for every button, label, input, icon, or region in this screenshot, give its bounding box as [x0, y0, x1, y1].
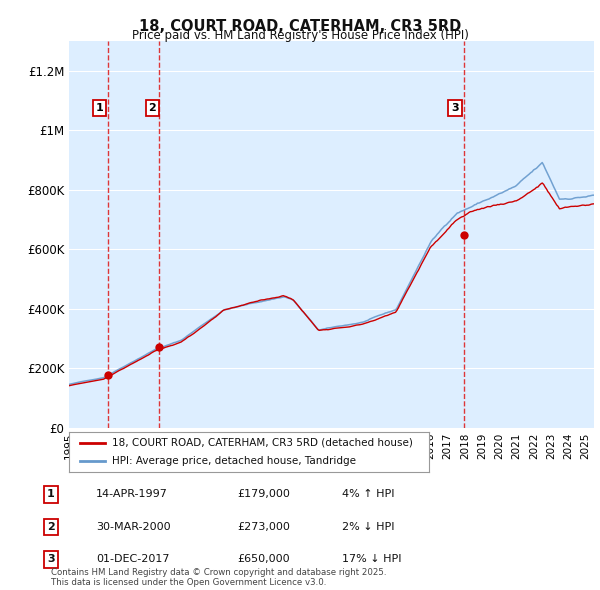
Text: £650,000: £650,000: [237, 555, 290, 564]
Text: 17% ↓ HPI: 17% ↓ HPI: [342, 555, 401, 564]
Text: 2% ↓ HPI: 2% ↓ HPI: [342, 522, 395, 532]
Text: HPI: Average price, detached house, Tandridge: HPI: Average price, detached house, Tand…: [112, 456, 356, 466]
Text: £273,000: £273,000: [237, 522, 290, 532]
Text: 1: 1: [96, 103, 104, 113]
Text: 3: 3: [47, 555, 55, 564]
Text: 1: 1: [47, 490, 55, 499]
Text: 4% ↑ HPI: 4% ↑ HPI: [342, 490, 395, 499]
Text: Contains HM Land Registry data © Crown copyright and database right 2025.
This d: Contains HM Land Registry data © Crown c…: [51, 568, 386, 587]
Text: 18, COURT ROAD, CATERHAM, CR3 5RD (detached house): 18, COURT ROAD, CATERHAM, CR3 5RD (detac…: [112, 438, 413, 448]
Text: Price paid vs. HM Land Registry's House Price Index (HPI): Price paid vs. HM Land Registry's House …: [131, 30, 469, 42]
Text: 3: 3: [451, 103, 459, 113]
Text: 01-DEC-2017: 01-DEC-2017: [96, 555, 170, 564]
Text: £179,000: £179,000: [237, 490, 290, 499]
Text: 2: 2: [47, 522, 55, 532]
Text: 2: 2: [149, 103, 157, 113]
Text: 18, COURT ROAD, CATERHAM, CR3 5RD: 18, COURT ROAD, CATERHAM, CR3 5RD: [139, 19, 461, 34]
Text: 14-APR-1997: 14-APR-1997: [96, 490, 168, 499]
Text: 30-MAR-2000: 30-MAR-2000: [96, 522, 170, 532]
